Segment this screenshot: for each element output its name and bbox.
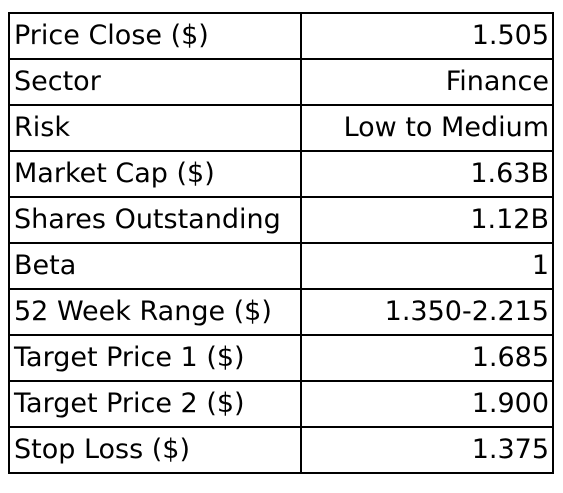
row-value-market-cap: 1.63B xyxy=(300,150,554,198)
row-value-stop-loss: 1.375 xyxy=(300,426,554,474)
row-value-shares-outstanding: 1.12B xyxy=(300,196,554,244)
table-row-market-cap: Market Cap ($) 1.63B xyxy=(8,150,554,198)
table-row-risk: Risk Low to Medium xyxy=(8,104,554,152)
row-value-target-price-2: 1.900 xyxy=(300,380,554,428)
table-row-beta: Beta 1 xyxy=(8,242,554,290)
row-label-target-price-1: Target Price 1 ($) xyxy=(8,334,302,382)
row-value-price-close: 1.505 xyxy=(300,12,554,60)
row-label-beta: Beta xyxy=(8,242,302,290)
table-row-sector: Sector Finance xyxy=(8,58,554,106)
row-label-sector: Sector xyxy=(8,58,302,106)
row-label-target-price-2: Target Price 2 ($) xyxy=(8,380,302,428)
stock-summary-body: Price Close ($) 1.505 Sector Finance Ris… xyxy=(8,12,554,474)
row-value-beta: 1 xyxy=(300,242,554,290)
table-row-stop-loss: Stop Loss ($) 1.375 xyxy=(8,426,554,474)
stock-summary-table: Price Close ($) 1.505 Sector Finance Ris… xyxy=(8,12,554,474)
row-label-52-week-range: 52 Week Range ($) xyxy=(8,288,302,336)
table-row-52-week-range: 52 Week Range ($) 1.350-2.215 xyxy=(8,288,554,336)
table-row-shares-outstanding: Shares Outstanding 1.12B xyxy=(8,196,554,244)
row-label-risk: Risk xyxy=(8,104,302,152)
row-value-risk: Low to Medium xyxy=(300,104,554,152)
table-row-target-price-2: Target Price 2 ($) 1.900 xyxy=(8,380,554,428)
row-label-market-cap: Market Cap ($) xyxy=(8,150,302,198)
table-row-price-close: Price Close ($) 1.505 xyxy=(8,12,554,60)
row-label-price-close: Price Close ($) xyxy=(8,12,302,60)
row-value-target-price-1: 1.685 xyxy=(300,334,554,382)
row-value-52-week-range: 1.350-2.215 xyxy=(300,288,554,336)
row-label-shares-outstanding: Shares Outstanding xyxy=(8,196,302,244)
table-row-target-price-1: Target Price 1 ($) 1.685 xyxy=(8,334,554,382)
row-label-stop-loss: Stop Loss ($) xyxy=(8,426,302,474)
row-value-sector: Finance xyxy=(300,58,554,106)
